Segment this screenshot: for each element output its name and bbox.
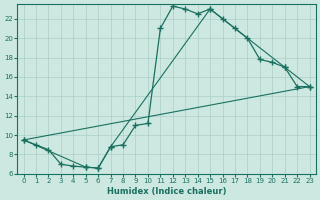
X-axis label: Humidex (Indice chaleur): Humidex (Indice chaleur) xyxy=(107,187,226,196)
